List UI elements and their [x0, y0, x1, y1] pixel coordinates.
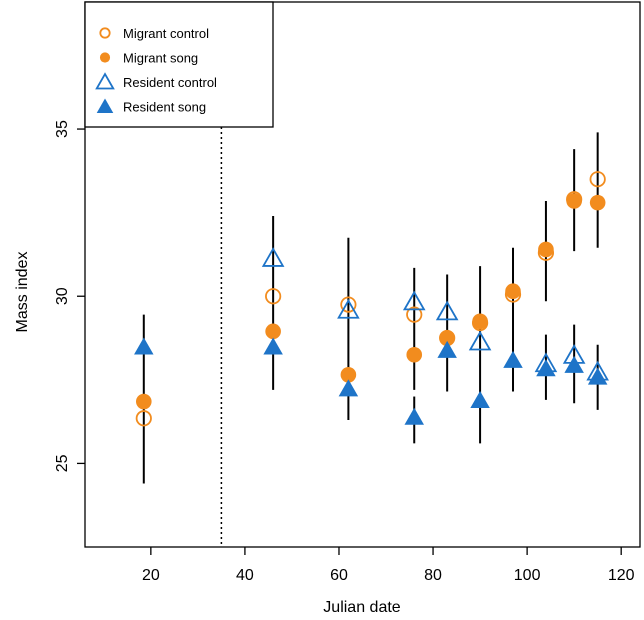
y-tick-label: 35	[54, 120, 71, 138]
resident-song-point	[587, 367, 608, 385]
legend-box	[84, 1, 274, 128]
legend: Migrant control Migrant song Resident cont…	[84, 1, 274, 128]
legend-label: Migrant song	[123, 51, 198, 66]
resident-song-point	[134, 337, 154, 355]
legend-marker	[95, 72, 115, 90]
resident-song-point	[470, 391, 490, 409]
migrant-control-point	[589, 171, 606, 188]
x-tick-label: 120	[608, 567, 635, 584]
x-axis-title: Julian date	[323, 599, 400, 616]
legend-marker	[99, 52, 111, 63]
migrant-song-point	[340, 367, 357, 383]
x-tick-label: 20	[142, 567, 160, 584]
migrant-song-point	[505, 283, 521, 300]
resident-song-point	[437, 340, 457, 358]
resident-song-point	[503, 350, 523, 368]
resident-song-point	[338, 379, 359, 397]
migrant-control-point	[265, 288, 282, 305]
legend-marker	[96, 98, 114, 113]
resident-control-point	[435, 300, 459, 321]
migrant-song-point	[566, 193, 582, 209]
plot-frame	[84, 1, 641, 548]
x-tick-label: 80	[424, 567, 442, 584]
migrant-song-point	[538, 241, 554, 258]
resident-song-point	[404, 407, 424, 425]
resident-song-point	[263, 337, 283, 355]
resident-control-point	[261, 247, 285, 267]
migrant-song-point	[135, 393, 152, 410]
resident-control-point	[337, 298, 360, 319]
resident-song-point	[564, 355, 584, 373]
y-axis-title: Mass index	[14, 252, 31, 333]
migrant-song-point	[439, 330, 455, 346]
migrant-control-point	[406, 306, 423, 323]
resident-control-point	[402, 290, 426, 311]
legend-marker	[99, 27, 111, 39]
migrant-song-point	[265, 323, 281, 340]
migrant-control-point	[135, 410, 152, 427]
axes: 20 40 60 80 100 120 25 30 35	[54, 120, 635, 584]
resident-song-point	[536, 359, 556, 377]
y-tick-label: 30	[54, 287, 71, 305]
y-tick-label: 25	[54, 454, 71, 472]
data-marks	[134, 171, 609, 427]
x-tick-label: 40	[236, 567, 254, 584]
x-tick-label: 60	[330, 567, 348, 584]
migrant-song-point	[589, 194, 606, 211]
legend-label: Resident song	[123, 100, 206, 115]
migrant-control-point	[340, 296, 357, 313]
legend-label: Migrant control	[123, 26, 209, 41]
x-tick-label: 100	[514, 567, 541, 584]
migrant-song-point	[472, 313, 488, 330]
legend-label: Resident control	[123, 75, 217, 90]
error-bars	[142, 132, 599, 484]
migrant-song-point	[406, 346, 423, 363]
resident-control-point	[468, 330, 492, 351]
